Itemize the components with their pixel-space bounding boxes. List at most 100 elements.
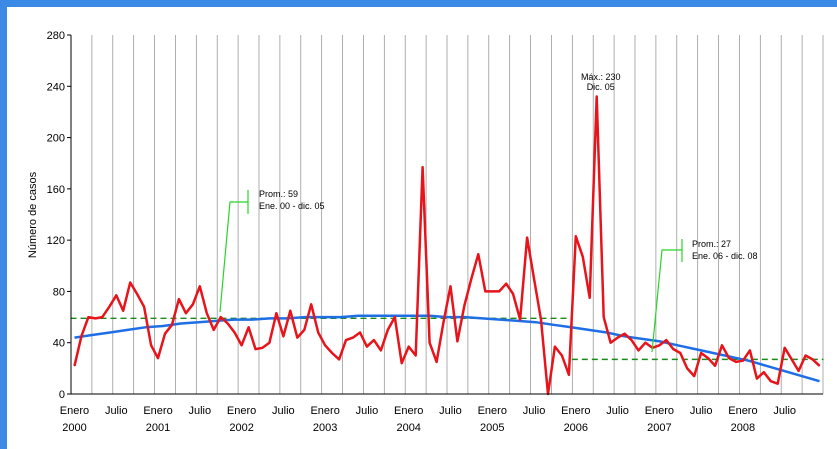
y-tick-label: 200 (47, 133, 65, 145)
data-point (554, 345, 556, 348)
callout-line (219, 201, 248, 313)
data-point (275, 312, 278, 314)
data-point (603, 316, 605, 318)
data-point (811, 358, 814, 360)
y-tick-label: 40 (53, 338, 65, 350)
data-point (206, 312, 208, 314)
data-point (289, 310, 291, 312)
callout-line (651, 249, 682, 353)
data-point (540, 319, 542, 321)
data-point (366, 345, 368, 348)
data-point (449, 285, 452, 287)
data-point (582, 256, 584, 258)
data-point (73, 365, 76, 367)
data-point (122, 310, 124, 312)
data-point (686, 367, 688, 369)
x-tick-label: Julio (105, 405, 128, 417)
data-point (498, 290, 500, 293)
data-point (693, 375, 695, 377)
data-point (213, 329, 215, 331)
data-point (317, 331, 319, 334)
data-point (143, 306, 145, 308)
x-year-label: 2002 (229, 422, 253, 434)
data-point (791, 358, 793, 360)
data-point (240, 344, 243, 346)
annotation-text: Prom.: 59 (259, 189, 298, 199)
data-point (526, 236, 528, 239)
data-point (665, 339, 667, 341)
data-point (623, 333, 626, 335)
data-point (220, 316, 222, 318)
data-point (714, 365, 716, 367)
data-point (345, 339, 347, 341)
x-tick-label: Enero (561, 405, 590, 417)
data-point (87, 316, 90, 318)
data-point (679, 352, 681, 354)
annotation-text: Ene. 06 - dic. 08 (692, 251, 758, 261)
data-point (798, 370, 800, 372)
data-point (470, 278, 472, 280)
data-point (408, 345, 410, 348)
data-point (575, 235, 577, 237)
annotations: Prom.: 59 Ene. 00 - dic. 05 Prom.: 27 Ene. … (219, 72, 758, 353)
data-point (630, 339, 633, 341)
x-tick-label: Enero (310, 405, 339, 417)
data-point (282, 335, 284, 337)
max-annotation-text: Máx.: 230 (581, 72, 621, 82)
data-point (442, 321, 445, 323)
data-point (324, 344, 326, 346)
data-point (484, 290, 486, 293)
x-tick-label: Julio (356, 405, 379, 417)
data-point (171, 324, 173, 326)
x-tick-label: Julio (606, 405, 629, 417)
data-point (637, 349, 640, 352)
data-point (763, 371, 765, 373)
trend-line (74, 314, 820, 383)
cases-line (73, 95, 821, 396)
data-point (456, 340, 459, 343)
data-point (178, 298, 180, 300)
data-point (804, 354, 807, 357)
data-point (150, 344, 152, 346)
data-point (428, 342, 431, 344)
y-tick-label: 120 (47, 235, 65, 247)
x-tick-label: Enero (143, 405, 172, 417)
x-year-label: 2006 (564, 422, 588, 434)
data-point (387, 329, 389, 331)
x-tick-label: Julio (690, 405, 713, 417)
data-point (394, 316, 396, 318)
data-point (296, 336, 298, 339)
data-point (415, 354, 417, 357)
data-point (777, 383, 779, 385)
x-year-label: 2004 (396, 422, 420, 434)
y-tick-label: 80 (53, 286, 65, 298)
data-point (519, 319, 521, 321)
x-tick-label: Enero (728, 405, 757, 417)
data-point (380, 349, 382, 352)
x-year-label: 2005 (480, 422, 504, 434)
series-group (73, 95, 821, 396)
data-point (742, 360, 744, 362)
data-point (338, 358, 340, 360)
data-point (80, 335, 83, 337)
data-point (491, 290, 493, 293)
data-point (568, 374, 570, 376)
data-point (477, 253, 479, 255)
x-tick-label: Enero (645, 405, 674, 417)
x-year-label: 2000 (62, 422, 86, 434)
x-tick-label: Enero (60, 405, 89, 417)
data-point (157, 357, 159, 359)
data-point (192, 303, 194, 305)
data-point (268, 342, 271, 344)
data-point (644, 342, 647, 344)
annotation-text: Ene. 00 - dic. 05 (259, 201, 325, 211)
data-point (373, 339, 375, 341)
grid-lines (70, 35, 824, 394)
data-point (728, 357, 730, 359)
data-point (818, 365, 821, 367)
reference-lines (70, 317, 824, 361)
data-point (185, 312, 187, 314)
data-point (533, 278, 535, 280)
data-point (247, 326, 250, 328)
y-tick-label: 240 (47, 81, 65, 93)
